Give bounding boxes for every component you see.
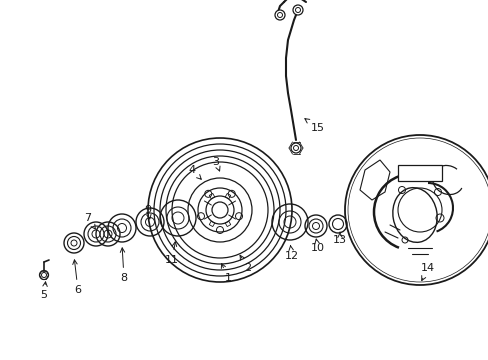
Text: 8: 8 [120,248,127,283]
Circle shape [274,10,285,20]
Circle shape [40,270,48,279]
Bar [209,221,214,226]
Text: 5: 5 [41,282,47,300]
Text: 13: 13 [332,232,346,245]
Text: 10: 10 [310,239,325,253]
Text: 3: 3 [212,157,220,171]
Text: 15: 15 [304,119,325,133]
Text: 14: 14 [420,263,434,280]
Text: 6: 6 [73,260,81,295]
Bar [225,193,230,199]
FancyBboxPatch shape [397,165,441,181]
Text: 9: 9 [144,205,151,219]
Bar [225,221,230,226]
Bar [209,193,214,199]
Text: 7: 7 [84,213,95,229]
Circle shape [292,5,303,15]
Text: 11: 11 [164,242,179,265]
Circle shape [290,143,301,153]
Text: 2: 2 [240,255,251,273]
Text: 1: 1 [221,264,231,283]
Text: 12: 12 [285,246,299,261]
Text: 4: 4 [188,165,201,179]
